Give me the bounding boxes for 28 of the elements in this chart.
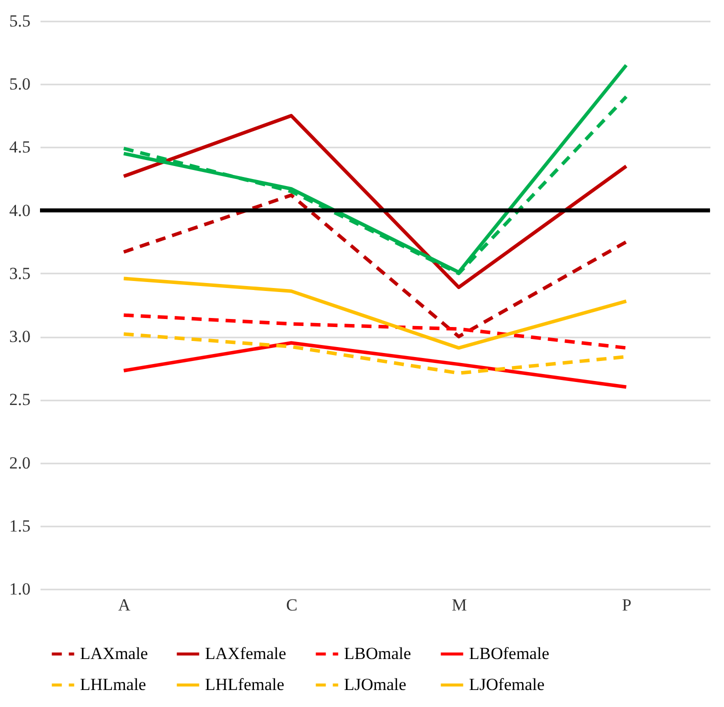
y-tick-label: 4.5: [9, 138, 30, 157]
legend-label: LAXfemale: [205, 644, 286, 663]
line-series: [122, 193, 628, 338]
legend-label: LBOmale: [344, 644, 412, 663]
y-tick-label: 1.0: [9, 580, 30, 598]
x-tick-label: P: [622, 596, 632, 614]
y-tick-label: 5.0: [9, 74, 30, 94]
legend-label: LHLmale: [80, 675, 146, 694]
x-tick-label: A: [118, 596, 132, 614]
y-tick-label: 4.0: [9, 200, 30, 220]
y-tick-label: 1.5: [9, 516, 30, 536]
line-series: [122, 276, 628, 350]
legend-label: LHLfemale: [205, 675, 284, 694]
legend-label: LBOfemale: [469, 644, 550, 663]
line-series: [122, 114, 628, 290]
x-tick-label: M: [452, 596, 467, 614]
y-tick-label: 5.5: [9, 12, 30, 30]
y-tick-label: 2.0: [9, 453, 30, 472]
y-tick-label: 3.5: [9, 264, 30, 283]
line-series: [122, 313, 628, 350]
legend-label: LAXmale: [80, 644, 148, 663]
y-tick-label: 3.0: [9, 327, 30, 346]
line-series: [122, 341, 628, 389]
legend-label: LJOfemale: [469, 675, 545, 694]
y-tick-label: 2.5: [9, 390, 30, 410]
x-tick-label: C: [286, 596, 298, 614]
line-series: [122, 63, 628, 274]
legend-label: LJOmale: [344, 675, 406, 694]
